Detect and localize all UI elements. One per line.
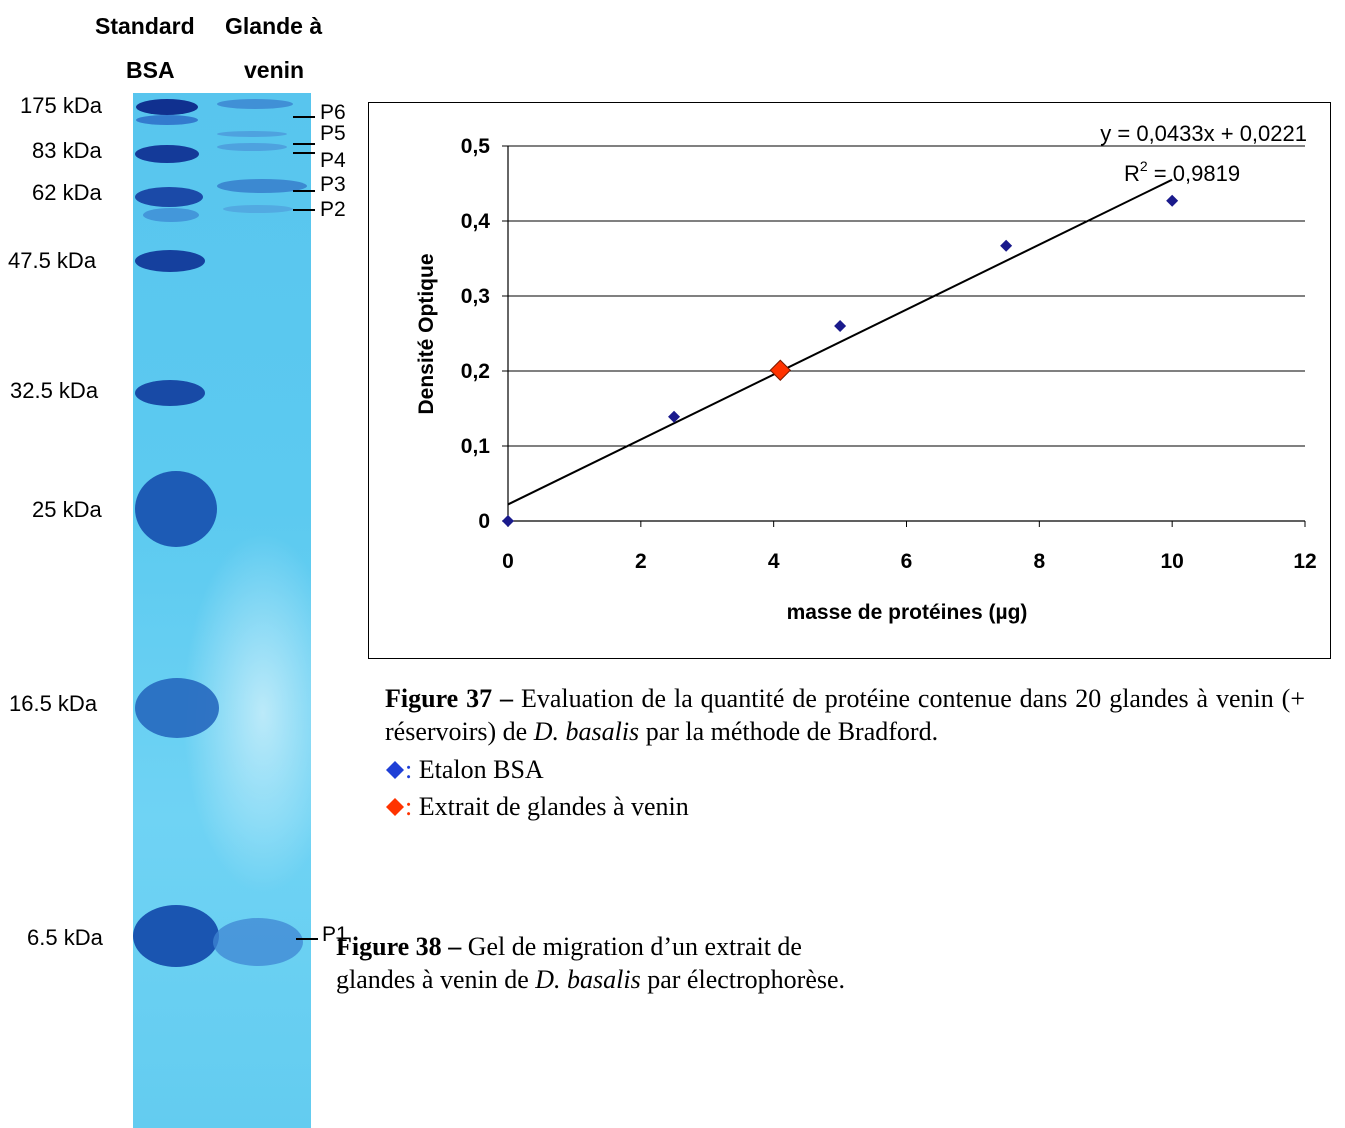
bsa-point-1 xyxy=(668,410,681,423)
x-tick-label-0: 0 xyxy=(502,550,514,573)
blue-diamond-icon xyxy=(386,761,404,779)
x-axis-label: masse de protéines (µg) xyxy=(787,601,1028,624)
trend-equation: y = 0,0433x + 0,0221 xyxy=(1100,121,1307,146)
p5-marker-line xyxy=(293,143,315,145)
bsa-point-4 xyxy=(1166,194,1179,207)
figure-38-label: Figure 38 xyxy=(336,932,442,961)
figure-38-text: Gel de migration d’un extrait de xyxy=(467,932,802,961)
legend-bsa-colon: : xyxy=(405,755,413,784)
band-label-p1: P1 xyxy=(322,923,348,946)
x-tick-label-5: 10 xyxy=(1160,550,1183,573)
legend-item-extract: : Extrait de glandes à venin xyxy=(385,792,689,822)
bradford-chart: 0 0,1 0,2 0,3 0,4 0,5 0 2 4 6 8 10 12 masse de proté… xyxy=(415,121,1317,624)
y-tick-label-2: 0,2 xyxy=(461,360,490,383)
chart-grid xyxy=(508,145,1305,447)
chart-frame xyxy=(368,102,1331,659)
chart-axes xyxy=(502,145,1306,527)
red-diamond-icon xyxy=(386,798,404,816)
figure-38-species: D. basalis xyxy=(535,965,641,994)
band-label-p3: P3 xyxy=(320,173,346,196)
x-tick-label-4: 8 xyxy=(1033,550,1045,573)
band-label-p5: P5 xyxy=(320,122,346,145)
figure-37-species: D. basalis xyxy=(533,717,640,746)
chart-points xyxy=(502,194,1179,527)
chart-tick-labels: 0 0,1 0,2 0,3 0,4 0,5 0 2 4 6 8 10 12 xyxy=(461,135,1317,573)
x-tick-label-1: 2 xyxy=(635,550,647,573)
extract-point-0 xyxy=(769,359,792,381)
p4-marker-line xyxy=(293,152,315,154)
figure-38-caption: Figure 38 – Gel de migration d’un extrai… xyxy=(336,930,845,996)
mw-label-62: 62 kDa xyxy=(32,180,102,205)
figure-37-text-end: par la méthode de Bradford. xyxy=(639,717,939,746)
p3-marker-line xyxy=(293,190,315,192)
figure-38-text-2: glandes à venin de xyxy=(336,965,536,994)
y-axis-label: Densité Optique xyxy=(415,253,438,414)
r-squared: R2 = 0,9819 xyxy=(1124,158,1240,186)
gel-header-bsa: BSA xyxy=(126,57,175,83)
figure-38-dash: – xyxy=(441,932,468,961)
band-label-p6: P6 xyxy=(320,101,346,124)
mw-label-6-5: 6.5 kDa xyxy=(27,925,103,950)
x-tick-label-2: 4 xyxy=(768,550,780,573)
bsa-point-2 xyxy=(834,320,847,332)
x-tick-label-3: 6 xyxy=(901,550,913,573)
legend-bsa-text: Etalon BSA xyxy=(412,755,544,784)
bsa-point-3 xyxy=(1000,239,1013,252)
y-tick-label-3: 0,3 xyxy=(461,285,490,308)
y-tick-label-1: 0,1 xyxy=(461,435,491,458)
gel-header-glande: Glande à xyxy=(225,13,323,39)
band-label-p2: P2 xyxy=(320,198,346,221)
figure-37-caption: Figure 37 – Evaluation de la quantité de… xyxy=(385,682,1305,748)
gel-header-standard: Standard xyxy=(95,13,195,39)
mw-label-32-5: 32.5 kDa xyxy=(10,378,99,403)
gel-header-venin: venin xyxy=(244,57,305,83)
y-tick-label-5: 0,5 xyxy=(461,135,491,158)
band-label-p4: P4 xyxy=(320,149,346,172)
legend-item-bsa: : Etalon BSA xyxy=(385,755,544,785)
y-tick-label-0: 0 xyxy=(478,510,490,533)
trendline xyxy=(507,178,1173,506)
figure-37-label: Figure 37 xyxy=(385,684,493,713)
p1-marker-line xyxy=(296,938,318,940)
mw-label-16-5: 16.5 kDa xyxy=(9,691,98,716)
mw-label-47-5: 47.5 kDa xyxy=(8,248,97,273)
figure-37-text: Evaluation de la quantité de protéine co… xyxy=(385,684,1306,746)
x-tick-label-6: 12 xyxy=(1293,550,1316,573)
p6-marker-line xyxy=(293,116,315,118)
y-tick-label-4: 0,4 xyxy=(461,210,491,233)
legend-extract-text: Extrait de glandes à venin xyxy=(412,792,689,821)
figure-38-text-3: par électrophorèse. xyxy=(640,965,846,994)
gel-image xyxy=(133,93,311,1128)
bsa-point-0 xyxy=(502,515,514,527)
figure-37-dash: – xyxy=(492,684,521,713)
mw-label-25: 25 kDa xyxy=(32,497,102,522)
mw-label-175: 175 kDa xyxy=(20,93,102,118)
p2-marker-line xyxy=(293,209,315,211)
legend-extract-colon: : xyxy=(405,792,413,821)
mw-label-83: 83 kDa xyxy=(32,138,102,163)
trendline-path xyxy=(507,178,1173,506)
